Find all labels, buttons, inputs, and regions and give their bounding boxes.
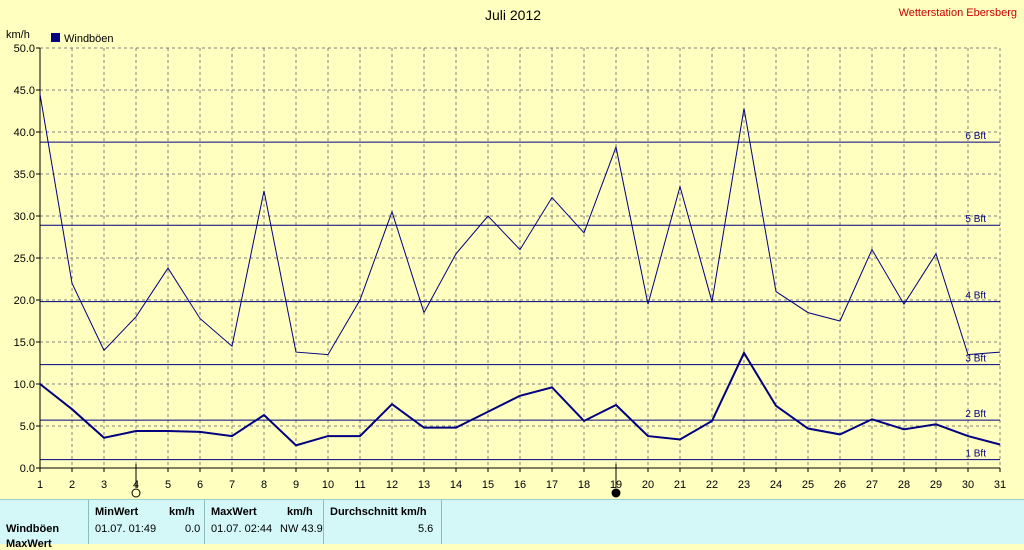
x-tick-label: 5 bbox=[165, 479, 171, 491]
beaufort-label: 3 Bft bbox=[965, 354, 986, 365]
x-tick-label: 13 bbox=[418, 479, 430, 491]
x-tick-label: 31 bbox=[994, 479, 1006, 491]
stats-min-value: 0.0 bbox=[185, 523, 201, 535]
x-tick-label: 14 bbox=[450, 479, 462, 491]
x-tick-label: 24 bbox=[770, 479, 782, 491]
stats-min-cell: MinWert km/h 01.07. 01:49 0.0 bbox=[88, 500, 205, 544]
stats-min-time: 01.07. 01:49 bbox=[95, 523, 157, 535]
x-tick-label: 3 bbox=[101, 479, 107, 491]
x-tick-label: 20 bbox=[642, 479, 654, 491]
x-tick-label: 29 bbox=[930, 479, 942, 491]
y-axis-unit: km/h bbox=[6, 29, 30, 41]
stats-max-header: MaxWert bbox=[211, 506, 257, 518]
y-tick-label: 40.0 bbox=[14, 127, 35, 139]
x-tick-label: 11 bbox=[354, 479, 365, 491]
x-tick-label: 30 bbox=[962, 479, 974, 491]
legend-label: Windböen bbox=[64, 33, 114, 45]
x-tick-label: 22 bbox=[706, 479, 718, 491]
x-tick-label: 18 bbox=[578, 479, 590, 491]
y-tick-label: 5.0 bbox=[20, 421, 35, 433]
x-tick-label: 1 bbox=[37, 479, 43, 491]
x-tick-label: 12 bbox=[386, 479, 398, 491]
legend-swatch bbox=[51, 33, 60, 42]
x-tick-label: 7 bbox=[229, 479, 235, 491]
stats-max-time: 01.07. 02:44 bbox=[211, 523, 273, 535]
x-tick-label: 21 bbox=[674, 479, 686, 491]
stats-min-header: MinWert bbox=[95, 506, 139, 518]
y-tick-label: 25.0 bbox=[14, 253, 35, 265]
x-tick-label: 9 bbox=[293, 479, 299, 491]
x-tick-label: 17 bbox=[546, 479, 558, 491]
plot-area: 1234567891011121314151617181920212223242… bbox=[14, 43, 1006, 498]
stats-max-unit: km/h bbox=[287, 506, 313, 518]
y-tick-label: 45.0 bbox=[14, 85, 35, 97]
x-tick-label: 10 bbox=[322, 479, 334, 491]
x-tick-label: 15 bbox=[482, 479, 494, 491]
y-tick-label: 20.0 bbox=[14, 295, 35, 307]
y-tick-label: 50.0 bbox=[14, 43, 35, 55]
stats-row-label-windboeen: Windböen bbox=[6, 523, 60, 535]
station-name: Wetterstation Ebersberg bbox=[899, 7, 1017, 19]
x-tick-label: 2 bbox=[69, 479, 75, 491]
beaufort-label: 2 Bft bbox=[965, 409, 986, 420]
full-moon-icon bbox=[131, 488, 141, 498]
y-tick-label: 35.0 bbox=[14, 169, 35, 181]
series-line-windboeen bbox=[39, 94, 1001, 356]
beaufort-label: 5 Bft bbox=[965, 214, 986, 225]
x-tick-label: 16 bbox=[514, 479, 526, 491]
x-tick-label: 28 bbox=[898, 479, 910, 491]
x-tick-label: 25 bbox=[802, 479, 814, 491]
y-tick-label: 10.0 bbox=[14, 379, 35, 391]
stats-avg-cell: Durchschnitt km/h 5.6 bbox=[324, 500, 442, 544]
series-line-average bbox=[39, 350, 1001, 447]
stats-max-cell: MaxWert km/h 01.07. 02:44 NW 43.9 bbox=[205, 500, 324, 544]
beaufort-label: 1 Bft bbox=[965, 449, 986, 460]
y-tick-label: 30.0 bbox=[14, 211, 35, 223]
stats-panel: Windböen MaxWert MinWert km/h 01.07. 01:… bbox=[0, 499, 1024, 550]
stats-avg-value: 5.6 bbox=[418, 523, 434, 535]
beaufort-label: 6 Bft bbox=[965, 131, 986, 142]
y-tick-label: 15.0 bbox=[14, 337, 35, 349]
chart: Juli 2012 Wetterstation Ebersberg km/h W… bbox=[6, 7, 1017, 498]
x-tick-label: 27 bbox=[866, 479, 878, 491]
stats-row-label-maxwert: MaxWert bbox=[6, 538, 52, 550]
y-tick-label: 0.0 bbox=[20, 463, 35, 475]
x-tick-label: 26 bbox=[834, 479, 846, 491]
x-tick-label: 6 bbox=[197, 479, 203, 491]
x-tick-label: 23 bbox=[738, 479, 750, 491]
x-tick-label: 8 bbox=[261, 479, 267, 491]
stats-min-unit: km/h bbox=[169, 506, 195, 518]
stats-avg-header: Durchschnitt km/h bbox=[330, 506, 427, 518]
stats-max-value: NW 43.9 bbox=[280, 523, 323, 535]
beaufort-label: 4 Bft bbox=[965, 291, 986, 302]
chart-title: Juli 2012 bbox=[485, 7, 541, 23]
new-moon-icon bbox=[611, 488, 621, 498]
